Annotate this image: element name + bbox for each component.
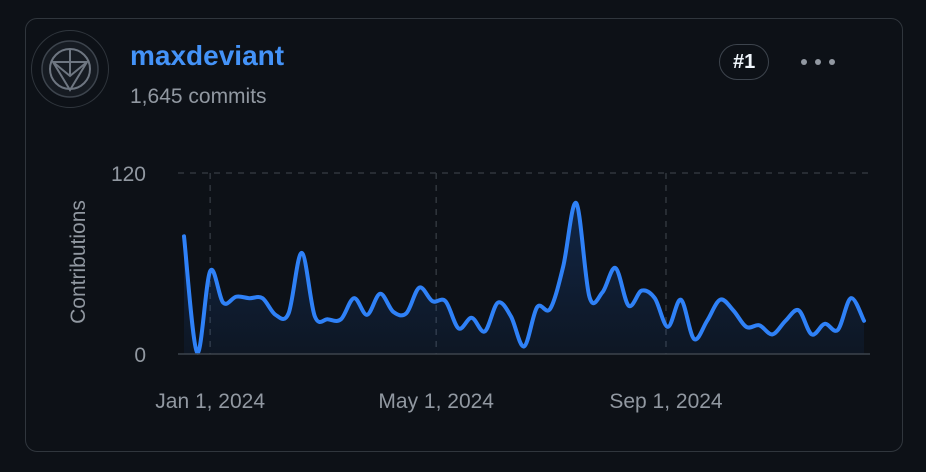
contributions-area xyxy=(184,202,864,354)
x-tick-label: Sep 1, 2024 xyxy=(609,390,723,413)
y-axis-label: Contributions xyxy=(67,200,90,324)
avatar-logo-icon xyxy=(41,40,99,98)
contributions-line xyxy=(182,201,866,355)
x-tick-label: May 1, 2024 xyxy=(378,390,494,413)
y-tick-label: 120 xyxy=(111,163,146,186)
more-options-button[interactable] xyxy=(790,46,846,78)
contributor-username-link[interactable]: maxdeviant xyxy=(130,40,285,71)
x-tick-label: Jan 1, 2024 xyxy=(155,390,265,413)
rank-badge: #1 xyxy=(719,44,770,80)
contributor-card xyxy=(25,18,903,452)
commit-count: 1,645 commits xyxy=(130,85,267,108)
rank-label: #1 xyxy=(733,50,756,73)
kebab-horizontal-icon xyxy=(801,59,835,65)
avatar[interactable] xyxy=(31,30,109,108)
y-tick-label: 0 xyxy=(134,344,146,367)
